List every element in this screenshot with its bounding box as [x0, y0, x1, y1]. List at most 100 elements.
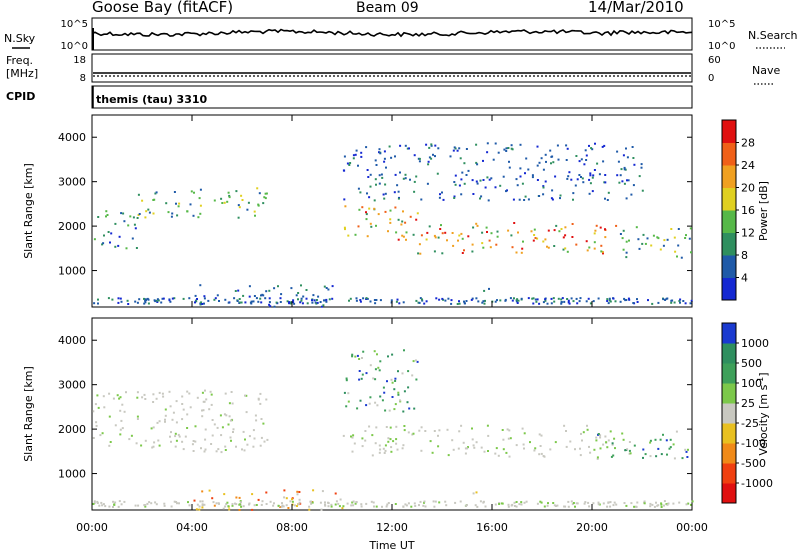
data-cell	[97, 298, 99, 301]
data-cell	[607, 439, 610, 442]
data-cell	[369, 396, 372, 399]
data-cell	[132, 216, 135, 219]
data-cell	[641, 189, 644, 192]
data-cell	[350, 504, 353, 507]
data-cell	[214, 297, 217, 300]
data-cell	[235, 445, 237, 448]
data-cell	[301, 302, 304, 305]
data-cell	[104, 505, 107, 508]
data-cell	[540, 452, 543, 455]
data-cell	[399, 171, 401, 174]
data-cell	[574, 184, 577, 187]
data-cell	[194, 425, 197, 428]
data-cell	[291, 503, 294, 506]
data-cell	[505, 147, 508, 150]
data-cell	[511, 246, 514, 249]
data-cell	[483, 450, 486, 453]
data-cell	[402, 235, 405, 238]
data-cell	[494, 300, 497, 303]
data-cell	[437, 434, 439, 437]
data-cell	[112, 397, 115, 400]
data-cell	[167, 211, 170, 214]
data-cell	[150, 502, 153, 505]
data-cell	[136, 301, 139, 304]
data-cell	[162, 297, 165, 300]
data-cell	[272, 504, 275, 507]
data-cell	[371, 434, 374, 437]
data-cell	[583, 502, 586, 505]
data-cell	[343, 226, 346, 229]
data-cell	[379, 360, 382, 363]
data-cell	[224, 298, 227, 301]
data-cell	[269, 500, 272, 503]
data-cell	[513, 505, 516, 507]
data-cell	[389, 218, 392, 221]
colorbar-swatch	[722, 120, 736, 143]
data-cell	[386, 380, 388, 383]
data-cell	[252, 300, 255, 303]
data-cell	[609, 300, 612, 303]
data-cell	[119, 396, 122, 399]
data-cell	[344, 228, 346, 231]
data-cell	[240, 301, 243, 304]
data-cell	[515, 300, 518, 303]
data-cell	[186, 210, 189, 213]
data-cell	[565, 445, 568, 448]
data-cell	[685, 234, 687, 237]
data-cell	[158, 444, 161, 447]
data-cell	[338, 505, 341, 508]
data-cell	[613, 437, 616, 440]
data-cell	[188, 504, 191, 507]
data-cell	[690, 503, 692, 506]
data-cell	[343, 198, 346, 201]
data-cell	[689, 227, 692, 230]
data-cell	[372, 377, 375, 380]
data-cell	[612, 297, 615, 300]
data-cell	[595, 224, 598, 227]
data-cell	[156, 298, 159, 301]
data-cell	[520, 251, 523, 254]
data-cell	[451, 232, 454, 234]
data-cell	[475, 222, 478, 225]
data-cell	[324, 504, 327, 507]
data-cell	[359, 300, 362, 303]
data-cell	[460, 193, 463, 196]
data-cell	[624, 449, 627, 452]
data-cell	[595, 439, 598, 442]
data-cell	[144, 301, 147, 304]
data-cell	[479, 179, 482, 182]
data-cell	[361, 445, 364, 448]
data-cell	[575, 243, 578, 246]
data-cell	[460, 424, 463, 427]
data-cell	[488, 178, 491, 181]
data-cell	[375, 426, 378, 429]
data-cell	[607, 302, 610, 305]
data-cell	[393, 408, 396, 411]
data-cell	[481, 301, 484, 304]
data-cell	[387, 355, 389, 358]
data-cell	[92, 410, 95, 413]
data-cell	[413, 407, 416, 410]
data-cell	[621, 180, 624, 183]
data-cell	[579, 454, 582, 457]
data-cell	[114, 222, 117, 225]
data-cell	[598, 173, 601, 176]
data-cell	[381, 176, 384, 179]
data-cell	[283, 489, 286, 492]
data-cell	[268, 297, 271, 300]
data-cell	[161, 392, 164, 395]
data-cell	[544, 238, 547, 241]
data-cell	[136, 391, 139, 394]
ytick-label: 1000	[58, 468, 86, 481]
data-cell	[320, 508, 323, 511]
nave-label: Nave	[752, 64, 780, 77]
data-cell	[589, 182, 592, 185]
data-cell	[198, 508, 201, 511]
data-cell	[511, 503, 514, 506]
data-cell	[174, 445, 177, 448]
data-cell	[379, 395, 382, 398]
data-cell	[393, 191, 396, 194]
data-cell	[203, 302, 205, 305]
data-cell	[451, 439, 454, 442]
data-cell	[376, 353, 378, 356]
